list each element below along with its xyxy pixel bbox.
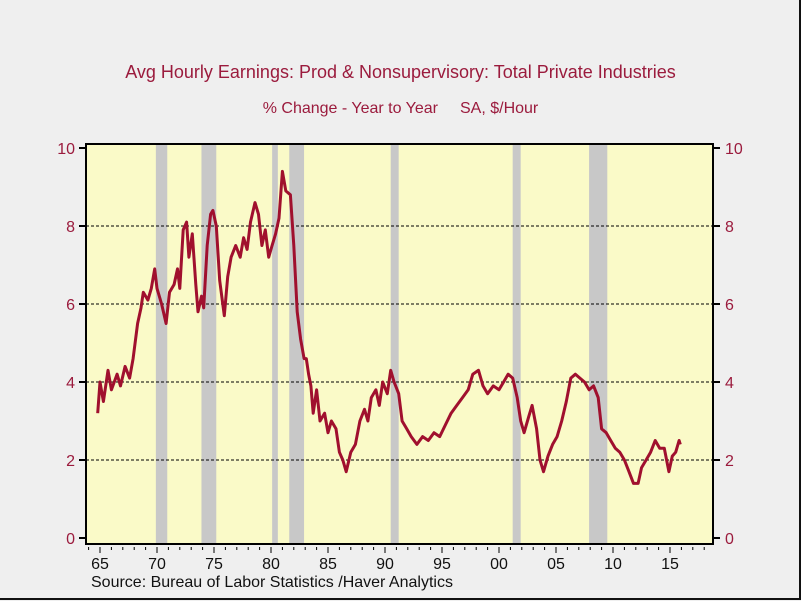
y-tick-label-right: 0 — [725, 531, 734, 548]
gridlines — [86, 225, 713, 461]
x-tick-label: 65 — [91, 556, 109, 573]
recession-band — [390, 144, 399, 544]
recession-band — [272, 144, 278, 544]
x-tick-label: 10 — [604, 556, 622, 573]
subtitle-adjustment: SA, $/Hour — [459, 100, 539, 117]
y-tick-label-right: 10 — [725, 141, 743, 158]
y-axis-left: 0 2 4 6 8 10 — [57, 141, 86, 548]
y-tick-label-left: 0 — [66, 531, 75, 548]
x-tick-label: 00 — [490, 556, 508, 573]
y-tick-label-left: 6 — [66, 297, 75, 314]
y-tick-label-left: 4 — [66, 375, 75, 392]
x-tick-label: 70 — [148, 556, 166, 573]
x-tick-label: 90 — [376, 556, 394, 573]
plot-frame — [85, 143, 714, 545]
plot-background — [86, 144, 713, 544]
y-axis-right: 0 2 4 6 8 10 — [713, 141, 743, 548]
chart-subtitle: % Change - Year to Year SA, $/Hour — [0, 100, 801, 118]
y-tick-label-left: 8 — [66, 219, 75, 236]
recession-band — [201, 144, 217, 544]
series-line — [96, 169, 682, 485]
recession-band — [512, 144, 521, 544]
recession-band — [155, 144, 168, 544]
y-tick-label-left: 2 — [66, 453, 75, 470]
x-tick-label: 85 — [319, 556, 337, 573]
x-tick-label: 05 — [547, 556, 565, 573]
x-tick-label: 15 — [661, 556, 679, 573]
y-tick-label-left: 10 — [57, 141, 75, 158]
chart-title: Avg Hourly Earnings: Prod & Nonsuperviso… — [125, 62, 676, 82]
x-axis: 65 70 75 80 85 90 95 00 05 10 15 — [88, 547, 705, 573]
x-tick-label: 80 — [262, 556, 280, 573]
y-tick-label-right: 4 — [725, 375, 734, 392]
y-tick-label-right: 2 — [725, 453, 734, 470]
x-tick-label: 95 — [433, 556, 451, 573]
series-group — [96, 169, 682, 485]
recession-band — [589, 144, 608, 544]
y-tick-label-right: 8 — [725, 219, 734, 236]
y-tick-label-right: 6 — [725, 297, 734, 314]
source-note: Source: Bureau of Labor Statistics /Have… — [91, 574, 453, 591]
subtitle-units: % Change - Year to Year — [262, 100, 438, 117]
x-tick-label: 75 — [205, 556, 223, 573]
